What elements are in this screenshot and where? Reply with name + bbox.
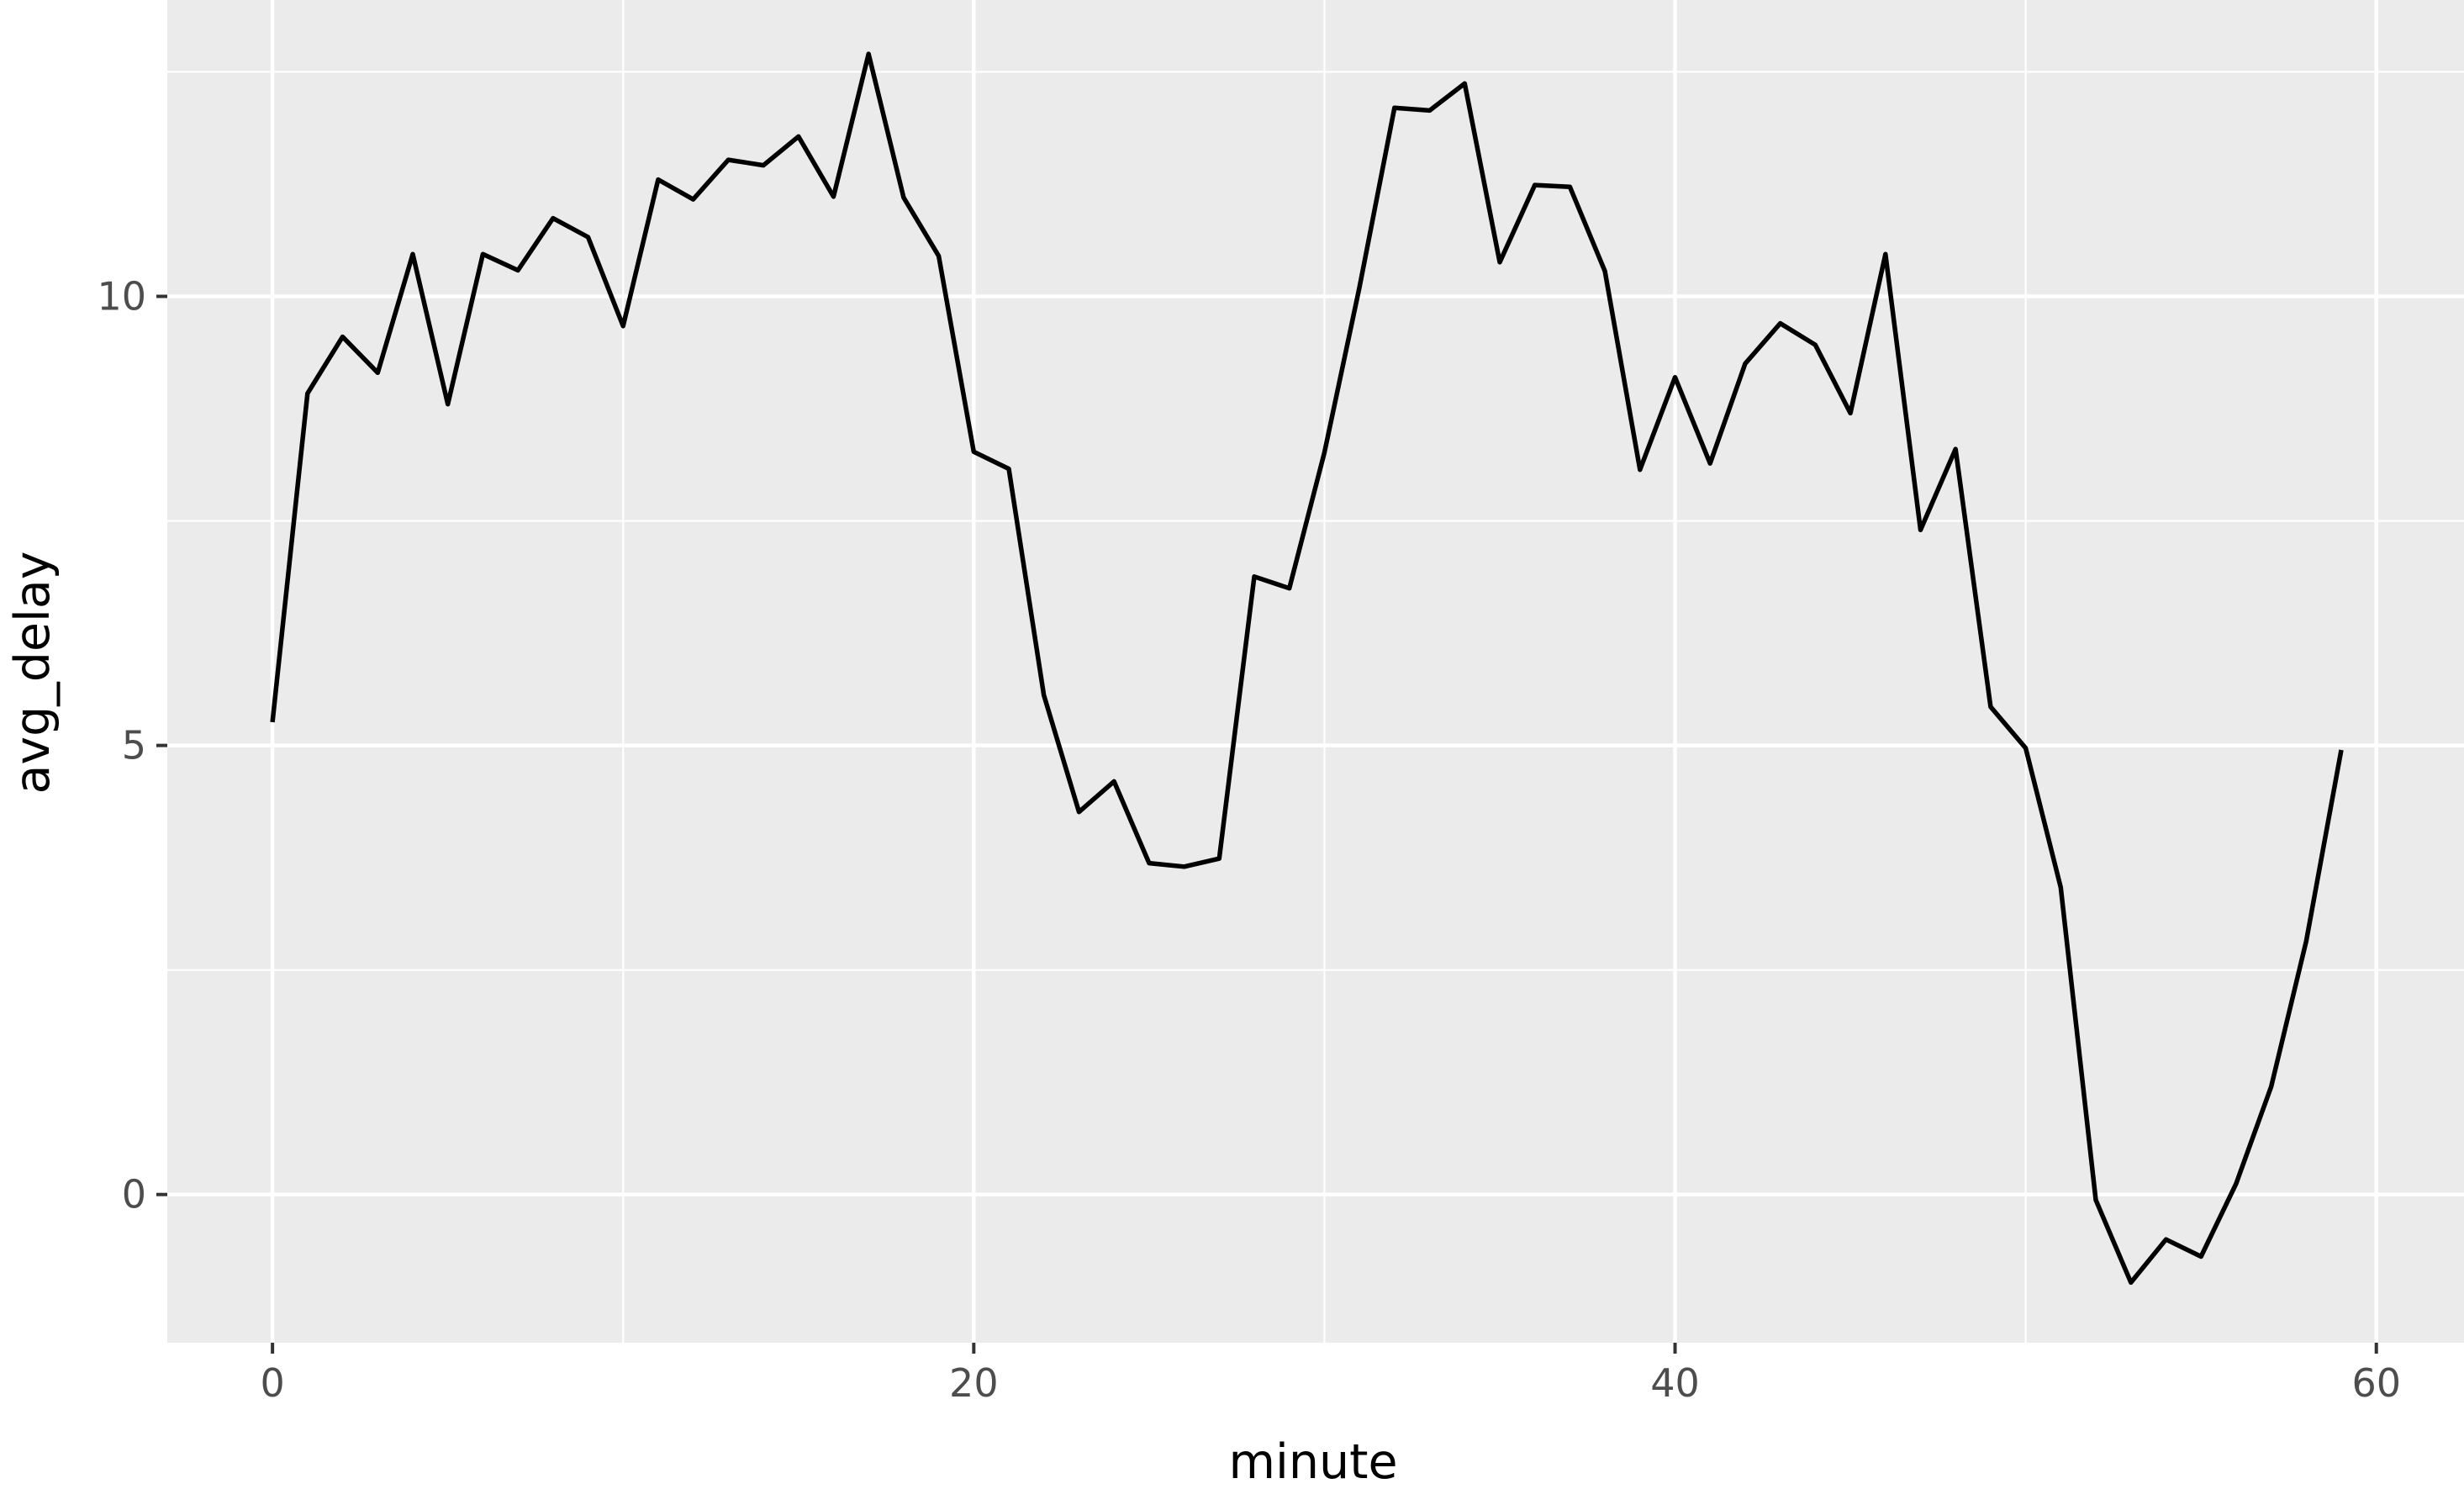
series-layer bbox=[270, 51, 2344, 1286]
axis-ticks bbox=[156, 294, 2378, 1354]
plot-panel bbox=[167, 0, 2464, 1343]
x-tick-label: 20 bbox=[949, 1360, 999, 1406]
y-tick-label: 10 bbox=[97, 274, 146, 319]
major-gridlines bbox=[167, 0, 2464, 1343]
x-tick-label: 40 bbox=[1650, 1360, 1700, 1406]
y-axis-title: avg_delay bbox=[5, 551, 61, 794]
series-line bbox=[270, 51, 2344, 1286]
x-axis-title: minute bbox=[1228, 1434, 1397, 1489]
x-tick-label: 60 bbox=[2351, 1360, 2401, 1406]
y-tick-label: 5 bbox=[122, 723, 146, 768]
tick-labels: 0 20 40 60 0 5 10 bbox=[97, 274, 2401, 1406]
minor-gridlines bbox=[167, 0, 2464, 1343]
y-tick-label: 0 bbox=[122, 1172, 146, 1217]
x-tick-label: 0 bbox=[260, 1360, 284, 1406]
